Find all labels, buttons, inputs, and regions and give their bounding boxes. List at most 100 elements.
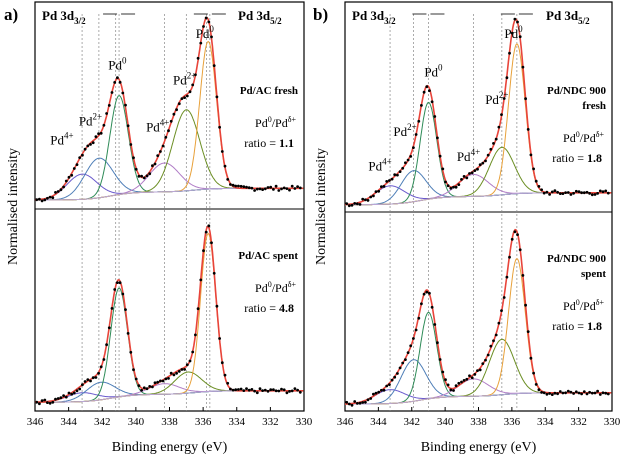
data-point	[358, 401, 362, 405]
ratio-value-line: ratio = 1.1	[244, 136, 294, 150]
x-tick-label: 338	[470, 416, 487, 428]
data-point	[202, 249, 205, 253]
data-point	[116, 76, 119, 80]
data-point	[385, 180, 389, 183]
data-point	[234, 184, 238, 188]
data-point	[598, 189, 602, 193]
data-point	[553, 391, 557, 395]
data-point	[414, 328, 418, 332]
envelope-curve	[344, 18, 612, 206]
data-point	[290, 389, 294, 393]
data-point	[601, 190, 605, 194]
data-point	[388, 383, 391, 386]
data-point	[465, 176, 469, 180]
data-point	[177, 102, 181, 106]
data-point	[137, 384, 141, 387]
data-point	[572, 392, 575, 395]
ratio-sup0: 0	[268, 115, 272, 124]
data-point	[502, 296, 506, 299]
ratio-slash-pd: /Pd	[272, 281, 288, 295]
data-point	[606, 191, 610, 195]
data-point	[532, 167, 535, 171]
data-point	[350, 203, 354, 207]
data-point	[449, 388, 453, 392]
data-point	[169, 119, 173, 123]
ratio-supdelta: δ+	[596, 298, 605, 307]
data-point	[223, 164, 227, 168]
sample-label: Pd/AC spent	[238, 250, 298, 262]
data-point	[145, 387, 149, 391]
data-point	[347, 204, 351, 208]
peak-label: Pd0	[424, 62, 443, 79]
region-label-3d52: Pd 3d5/2	[546, 8, 590, 26]
data-point	[393, 173, 397, 177]
region-label-3d52-sub: 5/2	[578, 16, 590, 26]
data-point	[524, 303, 527, 307]
data-point	[194, 333, 197, 337]
peak-label: Pd4+	[368, 156, 391, 173]
data-point	[204, 230, 208, 234]
y-axis-title: Normalised intensity	[6, 148, 21, 265]
data-point	[366, 398, 370, 402]
data-point	[513, 17, 517, 21]
peak-label-base: Pd	[79, 113, 93, 128]
data-point	[566, 389, 570, 393]
data-point	[40, 199, 44, 203]
data-point	[454, 185, 458, 189]
data-point	[212, 271, 216, 275]
data-point	[508, 255, 511, 259]
peak-label-sup: 2+	[93, 111, 103, 121]
data-point	[380, 185, 383, 189]
data-point	[269, 185, 273, 189]
data-point	[577, 391, 581, 395]
data-point	[288, 390, 291, 393]
peak-label: Pd0	[108, 55, 127, 72]
data-point	[540, 188, 543, 192]
ratio-formula: Pd0/Pdδ+	[255, 115, 296, 130]
data-point	[210, 35, 213, 39]
data-point	[242, 185, 246, 189]
ratio-word: ratio =	[552, 319, 587, 333]
ratio-slash-pd: /Pd	[580, 131, 596, 145]
data-point	[425, 85, 429, 89]
data-point	[199, 278, 203, 282]
data-point	[452, 389, 455, 392]
data-point	[239, 387, 243, 391]
data-point	[492, 142, 495, 145]
data-point	[588, 390, 591, 394]
data-point	[460, 380, 463, 384]
panel-label: a)	[4, 5, 18, 24]
data-point	[172, 373, 176, 377]
data-point	[345, 202, 349, 206]
ratio-pd: Pd	[255, 281, 268, 295]
data-point	[129, 350, 133, 354]
data-point	[156, 380, 160, 384]
data-point	[505, 76, 509, 80]
data-point	[364, 198, 367, 202]
peak-label-sup: 0	[518, 24, 523, 34]
data-point	[67, 175, 71, 179]
peak-label: Pd2+	[393, 122, 416, 139]
data-point	[185, 363, 189, 367]
data-point	[481, 362, 485, 365]
data-point	[502, 97, 506, 100]
data-point	[417, 119, 421, 123]
data-point	[177, 370, 181, 373]
data-point	[207, 224, 211, 228]
data-point	[245, 185, 248, 189]
data-point	[580, 191, 583, 195]
data-point	[396, 372, 399, 375]
ratio-formula: Pd0/Pdδ+	[563, 298, 604, 313]
peak-label-sup: 2+	[407, 122, 417, 132]
data-point	[473, 169, 477, 173]
data-point	[199, 41, 203, 45]
peak-label-base: Pd	[173, 73, 187, 88]
data-point	[601, 391, 605, 395]
ratio-slash-pd: /Pd	[580, 299, 596, 313]
region-label-3d52-sub: 5/2	[270, 16, 282, 26]
peak-label-base: Pd	[196, 26, 210, 41]
data-point	[422, 292, 426, 296]
sample-label: Pd/NDC 900	[547, 253, 606, 265]
data-point	[494, 137, 498, 141]
